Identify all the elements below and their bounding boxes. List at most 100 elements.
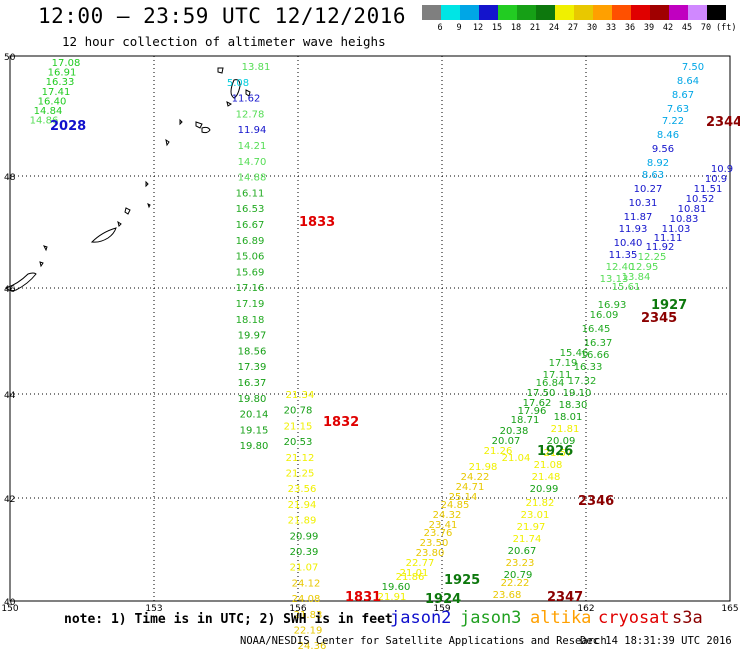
wave-height-value: 16.66 [581, 350, 610, 361]
scale-swatch [574, 5, 593, 20]
wave-height-value: 22.19 [294, 626, 323, 637]
axis-tick-labels: 150 153 156 159 162 165 40 42 44 46 48 50 [1, 53, 738, 614]
scale-label: 36 [624, 23, 636, 33]
pass-time-label: 2028 [50, 119, 86, 134]
wave-height-value: 17.32 [568, 376, 597, 387]
wave-height-value: 18.01 [554, 412, 583, 423]
wave-height-value: 21.97 [517, 522, 546, 533]
note-text: note: 1) Time is in UTC; 2) SWH is in fe… [64, 612, 393, 627]
wave-height-value: 9.56 [652, 144, 674, 155]
wave-height-value: 14.88 [238, 173, 267, 184]
scale-label: 27 [567, 23, 579, 33]
wave-height-value: 24.36 [298, 641, 327, 650]
wave-height-value: 21.57 [544, 448, 573, 459]
wave-height-value: 10.27 [634, 184, 663, 195]
wave-height-value: 8.92 [647, 158, 669, 169]
wave-height-value: 24.22 [461, 472, 490, 483]
wave-height-value: 10.40 [614, 238, 643, 249]
wave-height-value: 23.50 [420, 538, 449, 549]
scale-label: 18 [510, 23, 522, 33]
scale-label: 39 [643, 23, 655, 33]
credit-text: NOAA/NESDIS Center for Satellite Applica… [240, 635, 607, 647]
wave-height-value: 21.01 [400, 568, 429, 579]
wave-height-value: 21.04 [502, 453, 531, 464]
scale-swatch [479, 5, 498, 20]
wave-height-value: 11.62 [232, 94, 261, 105]
wave-height-value: 21.81 [551, 424, 580, 435]
wave-height-value: 24.08 [292, 594, 321, 605]
wave-height-value: 10.81 [678, 204, 707, 215]
wave-height-value: 21.86 [396, 572, 425, 583]
frame-rect [9, 55, 731, 602]
wave-height-value: 22.22 [501, 578, 530, 589]
scale-label: 70 [700, 23, 712, 33]
wave-height-value: 11.35 [609, 250, 638, 261]
wave-height-value: 21.26 [484, 446, 513, 457]
x-tick-label: 150 [1, 604, 18, 614]
scale-swatch [631, 5, 650, 20]
wave-height-value: 20.38 [500, 426, 529, 437]
scale-swatch [669, 5, 688, 20]
wave-height-value: 13.84 [622, 272, 651, 283]
scale-swatch [441, 5, 460, 20]
pass-time-label: 1832 [323, 415, 359, 430]
wave-height-value: 24.71 [456, 482, 485, 493]
pass-time-label: 1926 [537, 444, 573, 459]
wave-height-value: 10.9 [711, 164, 733, 175]
scale-label: 45 [681, 23, 693, 33]
wave-height-value: 23.68 [493, 590, 522, 601]
wave-height-value: 23.76 [424, 528, 453, 539]
x-tick-label: 159 [433, 604, 450, 614]
pass-time-label: 2345 [641, 311, 677, 326]
scale-swatch [650, 5, 669, 20]
wave-height-value: 16.37 [238, 378, 267, 389]
wave-height-value: 21.07 [290, 563, 319, 574]
wave-height-value: 16.33 [46, 77, 75, 88]
wave-height-value: 10.9 [705, 174, 727, 185]
y-tick-label: 40 [4, 598, 16, 608]
wave-height-value: 23.56 [288, 484, 317, 495]
wave-height-value: 11.94 [238, 125, 267, 136]
wave-height-value: 21.34 [286, 390, 315, 401]
wave-height-value: 20.14 [240, 410, 269, 421]
scale-label: 6 [437, 23, 443, 33]
wave-height-value: 15.06 [236, 252, 265, 263]
wave-height-value: 11.92 [646, 242, 675, 253]
wave-height-value: 16.93 [598, 300, 627, 311]
wave-height-value: 14.70 [238, 157, 267, 168]
wave-height-value: 16.89 [236, 236, 265, 247]
wave-height-value: 17.39 [238, 362, 267, 373]
wave-height-value: 23.80 [416, 548, 445, 559]
pass-time-label: 2346 [578, 494, 614, 509]
wave-height-value: 19.97 [238, 331, 267, 342]
wave-height-value: 20.39 [290, 547, 319, 558]
wave-height-value: 8.67 [672, 90, 694, 101]
cryosat-label: cryosat [598, 608, 670, 628]
wave-height-value: 10.31 [629, 198, 658, 209]
pass-time-label: 1831 [345, 590, 381, 605]
wave-height-value: 12.40 [606, 262, 635, 273]
wave-height-value: 10.52 [686, 194, 715, 205]
wave-height-value: 12.78 [236, 109, 265, 120]
wave-height-value: 21.12 [286, 453, 315, 464]
pass-time-label: 1924 [425, 592, 461, 607]
wave-height-value: 24.12 [292, 578, 321, 589]
wave-height-value: 20.67 [508, 546, 537, 557]
wave-height-value: 21.91 [378, 592, 407, 603]
wave-height-value: 14.84 [34, 106, 63, 117]
wave-height-value: 8.63 [642, 170, 664, 181]
wave-height-value: 17.96 [518, 406, 547, 417]
scale-label: 24 [548, 23, 560, 33]
wave-height-value: 13.81 [242, 62, 271, 73]
wave-height-value: 17.62 [523, 398, 552, 409]
wave-height-value: 16.09 [590, 310, 619, 321]
pass-time-label: 2347 [547, 590, 583, 605]
timestamp-text: Dec 14 18:31:39 UTC 2016 [580, 635, 732, 647]
wave-height-value: 19.80 [240, 441, 269, 452]
wave-height-value: 16.33 [574, 362, 603, 373]
scale-label: 15 [491, 23, 503, 33]
y-tick-label: 44 [4, 391, 16, 401]
wave-height-value: 21.82 [526, 498, 555, 509]
